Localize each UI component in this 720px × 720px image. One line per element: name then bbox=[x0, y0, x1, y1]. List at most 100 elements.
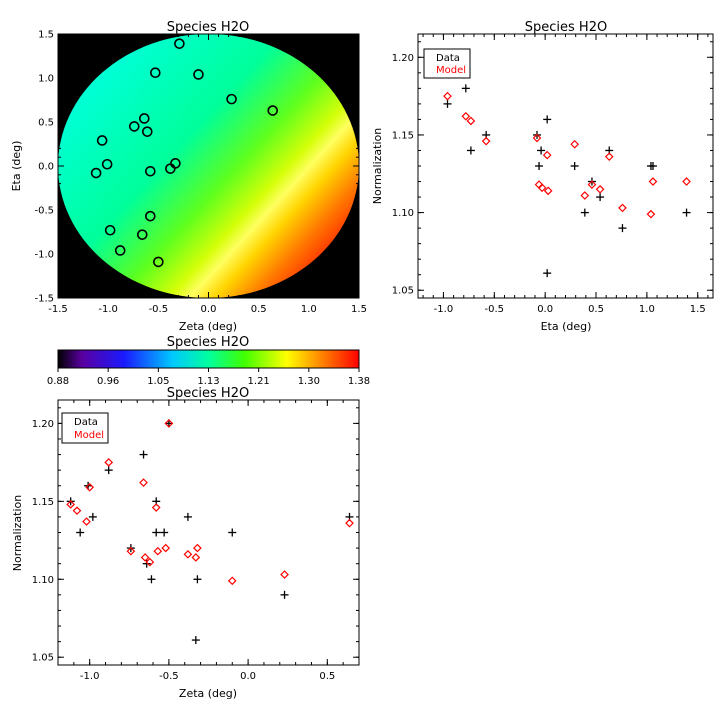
map-xtick-label: -1.5 bbox=[48, 304, 68, 315]
zeta-ytick-label: 1.15 bbox=[32, 497, 54, 508]
map-marker bbox=[96, 135, 108, 146]
map-marker bbox=[138, 113, 150, 124]
eta-model-point bbox=[648, 177, 658, 186]
zeta-ytick-label: 1.20 bbox=[32, 419, 54, 430]
map-xtick-label: -0.5 bbox=[149, 304, 169, 315]
zeta-ytick-label: 1.05 bbox=[32, 653, 54, 664]
map-marker bbox=[101, 158, 113, 170]
map-ytick-label: 1.0 bbox=[38, 74, 54, 85]
zeta-model-point bbox=[153, 546, 163, 556]
eta-ytick-label: 1.20 bbox=[392, 53, 414, 64]
eta-model-point bbox=[646, 209, 656, 219]
zeta-legend-box bbox=[61, 412, 109, 444]
map-ytick-label: 0.0 bbox=[38, 162, 54, 173]
eta-ytick-label: 1.05 bbox=[392, 286, 414, 297]
map-marker bbox=[141, 126, 153, 137]
map-panel: Species H2O -1.5 -1.0 -0.5 0.0 0.5 1.0 1.5 -1.5… bbox=[10, 20, 367, 333]
eta-title: Species H2O bbox=[525, 20, 607, 35]
map-title: Species H2O bbox=[167, 20, 249, 35]
map-marker bbox=[267, 105, 279, 116]
zeta-model-point bbox=[345, 518, 354, 528]
colorbar-gradient bbox=[57, 349, 360, 369]
zeta-legend-model: Model bbox=[74, 430, 104, 441]
zeta-model-point bbox=[145, 557, 155, 567]
map-xtick-label: -1.0 bbox=[98, 304, 118, 315]
eta-model-point bbox=[461, 111, 471, 121]
colorbar-tick-label: 1.05 bbox=[147, 376, 169, 387]
map-marker bbox=[165, 163, 176, 174]
zeta-model-point bbox=[104, 458, 114, 467]
map-marker bbox=[145, 165, 156, 177]
zeta-model-point bbox=[82, 517, 91, 526]
zeta-xtick-label: 0.0 bbox=[240, 671, 256, 682]
eta-model-point bbox=[532, 133, 542, 143]
eta-xtick-label: 1.0 bbox=[639, 304, 655, 315]
map-marker bbox=[128, 121, 140, 132]
map-markers bbox=[90, 38, 279, 268]
eta-model-point bbox=[543, 186, 553, 196]
eta-ytick-label: 1.15 bbox=[392, 130, 414, 141]
zeta-model-point bbox=[139, 478, 148, 487]
zeta-model-point bbox=[126, 546, 136, 556]
zeta-model-point bbox=[193, 543, 202, 553]
zeta-model-point bbox=[140, 553, 150, 562]
zeta-legend-data: Data bbox=[74, 417, 98, 428]
map-marker bbox=[145, 210, 156, 222]
zeta-model-point bbox=[280, 570, 289, 579]
map-marker bbox=[104, 224, 116, 236]
zeta-ytick-label: 1.10 bbox=[32, 575, 54, 586]
eta-xlabel: Eta (deg) bbox=[541, 320, 592, 333]
zeta-model-point bbox=[191, 553, 201, 562]
eta-legend-box bbox=[423, 48, 471, 79]
map-xlabel: Zeta (deg) bbox=[179, 320, 237, 333]
eta-model-point bbox=[618, 203, 627, 213]
eta-model-point bbox=[587, 180, 597, 189]
map-xtick-label: 0.0 bbox=[201, 304, 217, 315]
eta-scatter-panel: Species H2O -1.0 -0.5 0.0 0.5 1.0 1.5 1.05 1.10… bbox=[371, 20, 714, 333]
eta-model-point bbox=[580, 191, 590, 200]
zeta-model-point bbox=[66, 500, 76, 509]
eta-axes: -1.0 -0.5 0.0 0.5 1.0 1.5 1.05 1.10 1.15 1.20 bbox=[392, 34, 713, 315]
map-ytick-label: -1.5 bbox=[34, 294, 54, 305]
eta-xtick-label: 0.0 bbox=[537, 304, 553, 315]
zeta-axes: -1.0 -0.5 0.0 0.5 1.05 1.10 1.15 1.20 bbox=[32, 400, 360, 682]
eta-model-point bbox=[466, 116, 476, 126]
eta-model-point bbox=[570, 139, 580, 149]
zeta-xtick-label: -1.0 bbox=[80, 671, 100, 682]
zeta-legend: Data Model bbox=[61, 412, 109, 444]
map-ylabel: Eta (deg) bbox=[10, 141, 23, 192]
map-marker bbox=[90, 167, 102, 179]
zeta-model-point bbox=[227, 576, 237, 586]
zeta-model-point bbox=[183, 549, 193, 559]
zeta-model-point bbox=[164, 419, 174, 428]
eta-xtick-label: 1.5 bbox=[690, 304, 706, 315]
map-marker bbox=[193, 69, 204, 80]
zeta-xtick-label: -0.5 bbox=[159, 671, 179, 682]
zeta-xtick-label: 0.5 bbox=[319, 671, 335, 682]
zeta-model-point bbox=[151, 503, 161, 512]
zeta-ylabel: Normalization bbox=[11, 495, 24, 571]
eta-model-point bbox=[481, 136, 491, 146]
map-xtick-label: 1.5 bbox=[351, 304, 367, 315]
eta-legend: Data Model bbox=[423, 48, 471, 79]
eta-model-point bbox=[537, 183, 547, 193]
map-ytick-label: 0.5 bbox=[38, 118, 54, 129]
map-ytick-label: 1.5 bbox=[38, 30, 54, 41]
colorbar-tick-label: 0.96 bbox=[97, 376, 119, 387]
zeta-title: Species H2O bbox=[167, 386, 249, 401]
zeta-points bbox=[66, 419, 354, 645]
map-marker bbox=[153, 256, 164, 268]
colorbar-ticks: 0.88 0.96 1.05 1.13 1.21 1.30 1.38 bbox=[47, 368, 370, 387]
zeta-xlabel: Zeta (deg) bbox=[179, 687, 237, 700]
eta-xtick-label: -1.0 bbox=[434, 304, 454, 315]
colorbar-tick-label: 1.21 bbox=[248, 376, 270, 387]
eta-ytick-label: 1.10 bbox=[392, 208, 414, 219]
map-ytick-label: -1.0 bbox=[34, 250, 54, 261]
map-marker bbox=[114, 245, 126, 256]
eta-model-point bbox=[604, 152, 614, 162]
zeta-model-point bbox=[161, 543, 171, 553]
colorbar-tick-label: 1.38 bbox=[348, 376, 370, 387]
colorbar-tick-label: 1.13 bbox=[197, 376, 219, 387]
eta-model-point bbox=[443, 91, 452, 101]
